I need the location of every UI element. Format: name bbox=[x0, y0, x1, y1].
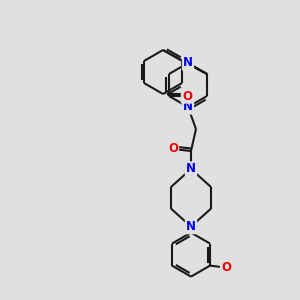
Text: N: N bbox=[183, 56, 193, 70]
Text: N: N bbox=[186, 220, 196, 233]
Text: O: O bbox=[221, 261, 231, 274]
Text: N: N bbox=[183, 100, 193, 113]
Text: O: O bbox=[168, 142, 178, 155]
Text: N: N bbox=[186, 163, 196, 176]
Text: O: O bbox=[182, 89, 192, 103]
